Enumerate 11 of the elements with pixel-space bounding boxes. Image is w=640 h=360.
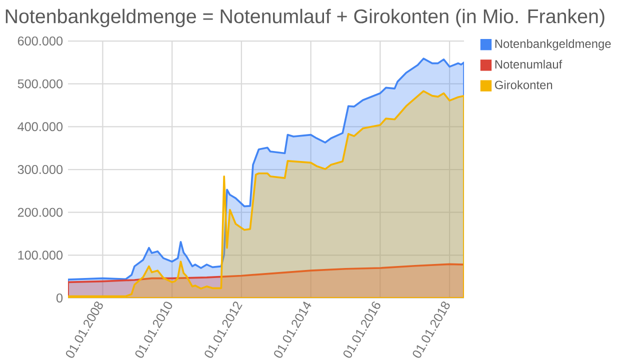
legend-label: Girokonten (494, 80, 552, 90)
legend-label: Notenumlauf (495, 60, 562, 69)
y-tick-label: 0 (56, 294, 63, 302)
legend-label: Notenbankgeldmenge (495, 39, 611, 50)
y-tick-label: 500.000 (18, 79, 63, 88)
y-tick-label: 100.000 (18, 250, 63, 260)
y-tick-label: 600.000 (18, 36, 63, 46)
y-tick-label: 300.000 (18, 165, 63, 174)
y-tick-label: 200.000 (18, 208, 63, 217)
chart-title: Notenbankgeldmenge = Notenumlauf + Girokonten (in Mio. Franken) (6, 8, 604, 28)
y-tick-label: 400.000 (18, 122, 63, 132)
